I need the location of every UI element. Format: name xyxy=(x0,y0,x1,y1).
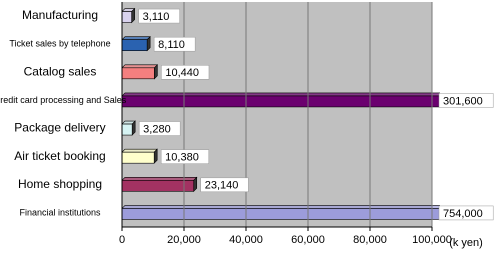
plot-area xyxy=(122,2,432,227)
value-label-box xyxy=(438,205,494,221)
bar xyxy=(122,208,440,220)
y-tick-label: Catalog sales xyxy=(24,64,97,78)
y-tick-label: Credit card processing and Sales xyxy=(0,95,127,105)
value-label-box xyxy=(138,121,181,136)
value-label: 23,140 xyxy=(205,180,239,192)
x-unit-label: (k yen) xyxy=(449,237,483,249)
y-tick-label: Ticket sales by telephone xyxy=(9,39,110,49)
value-label-box xyxy=(160,149,210,164)
value-label: 3,110 xyxy=(143,11,170,23)
value-label-box xyxy=(200,177,249,193)
bar-top xyxy=(122,177,198,181)
bar xyxy=(122,67,155,80)
value-label: 3,280 xyxy=(143,123,171,135)
value-label-box xyxy=(138,8,180,24)
bar-top xyxy=(122,92,440,97)
bar xyxy=(122,180,195,192)
value-label: 8,110 xyxy=(158,39,185,51)
bar xyxy=(122,39,148,51)
bar-top xyxy=(122,36,151,40)
y-tick-label: Manufacturing xyxy=(22,8,98,22)
value-label-box xyxy=(161,65,210,80)
value-label: 754,000 xyxy=(443,208,483,220)
y-tick-label: Air ticket booking xyxy=(14,149,105,163)
y-tick-label: Financial institutions xyxy=(19,207,101,217)
x-tick-label: 100,000 xyxy=(412,234,452,246)
bar xyxy=(122,11,132,23)
x-tick-label: 0 xyxy=(119,234,125,246)
x-tick-label: 60,000 xyxy=(291,234,325,246)
value-label: 10,380 xyxy=(165,152,199,164)
bar-top xyxy=(122,205,440,209)
y-tick-label: Package delivery xyxy=(14,121,105,135)
bar xyxy=(122,151,155,164)
x-tick-label: 20,000 xyxy=(167,234,201,246)
value-label-box xyxy=(438,93,494,108)
bar xyxy=(122,123,133,136)
bar-top xyxy=(122,148,158,153)
x-tick-label: 40,000 xyxy=(229,234,263,246)
bar xyxy=(122,95,440,108)
value-label-box xyxy=(153,36,196,52)
bars xyxy=(122,7,440,220)
value-label: 10,440 xyxy=(165,67,199,79)
y-tick-label: Home shopping xyxy=(18,177,102,191)
x-tick-label: 80,000 xyxy=(353,234,387,246)
bar-top xyxy=(122,64,159,69)
value-label: 301,600 xyxy=(443,95,483,107)
